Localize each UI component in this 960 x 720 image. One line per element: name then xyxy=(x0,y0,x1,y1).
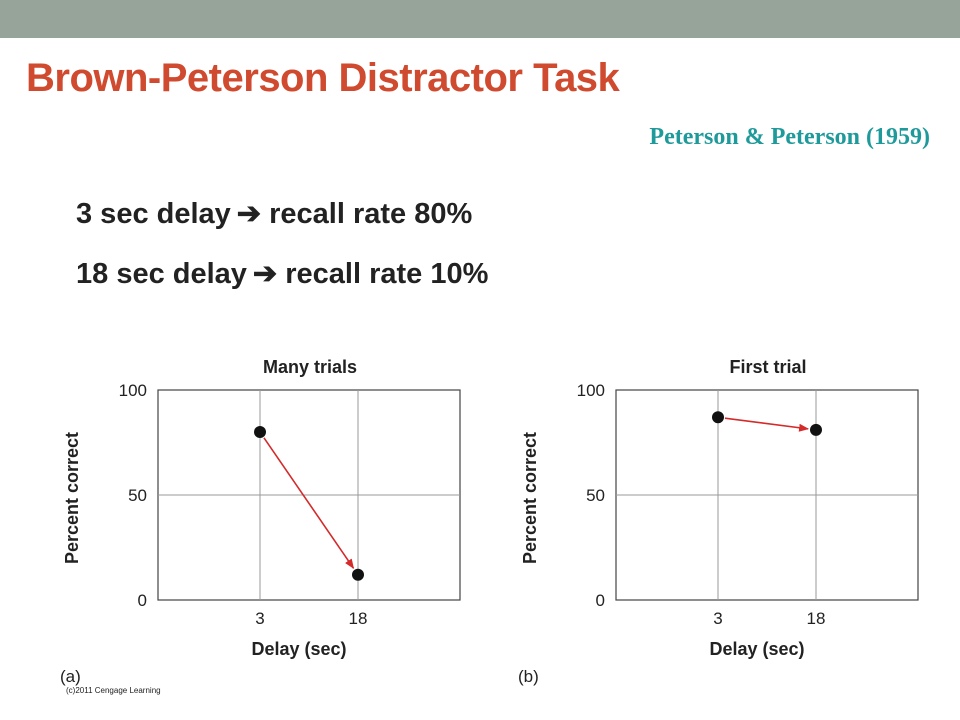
y-axis-label: Percent correct xyxy=(520,432,540,564)
y-tick-label: 0 xyxy=(596,591,605,610)
x-tick-label: 3 xyxy=(713,609,722,628)
trend-arrow xyxy=(263,437,355,570)
data-point-18s xyxy=(352,568,364,581)
panel-label: (b) xyxy=(518,667,539,686)
trend-arrow xyxy=(724,417,810,432)
x-tick-label: 18 xyxy=(349,609,368,628)
data-point-18s xyxy=(810,423,822,436)
bullet-1-recall: recall rate 80% xyxy=(269,198,473,230)
bullet-2: 18 sec delay ➔ recall rate 10% xyxy=(76,256,488,291)
y-axis-label: Percent correct xyxy=(62,432,82,564)
figure: Many trials 0 50 100 3 18 Delay (sec) Percent c… xyxy=(40,340,940,710)
x-tick-label: 18 xyxy=(807,609,826,628)
chart-title: Many trials xyxy=(263,357,357,377)
panel-label: (a) xyxy=(60,667,81,686)
y-tick-label: 50 xyxy=(586,486,605,505)
x-axis-label: Delay (sec) xyxy=(709,639,804,659)
y-tick-label: 100 xyxy=(577,381,605,400)
slide-title: Brown-Peterson Distractor Task xyxy=(26,56,620,100)
right-arrow-icon: ➔ xyxy=(252,258,278,290)
copyright: (c)2011 Cengage Learning xyxy=(66,686,161,695)
citation: Peterson & Peterson (1959) xyxy=(649,124,930,150)
x-tick-label: 3 xyxy=(255,609,264,628)
bullet-2-recall: recall rate 10% xyxy=(285,258,489,290)
data-point-3s xyxy=(254,426,266,438)
top-accent-bar xyxy=(0,0,960,38)
chart-title: First trial xyxy=(729,357,806,377)
bullet-2-delay: 18 sec delay xyxy=(76,258,247,290)
right-arrow-icon: ➔ xyxy=(236,198,262,230)
x-axis-label: Delay (sec) xyxy=(251,639,346,659)
data-point-3s xyxy=(712,411,724,424)
bullet-1: 3 sec delay ➔ recall rate 80% xyxy=(76,196,472,231)
bullet-1-delay: 3 sec delay xyxy=(76,198,231,230)
y-tick-label: 100 xyxy=(119,381,147,400)
y-tick-label: 0 xyxy=(138,591,147,610)
y-tick-label: 50 xyxy=(128,486,147,505)
